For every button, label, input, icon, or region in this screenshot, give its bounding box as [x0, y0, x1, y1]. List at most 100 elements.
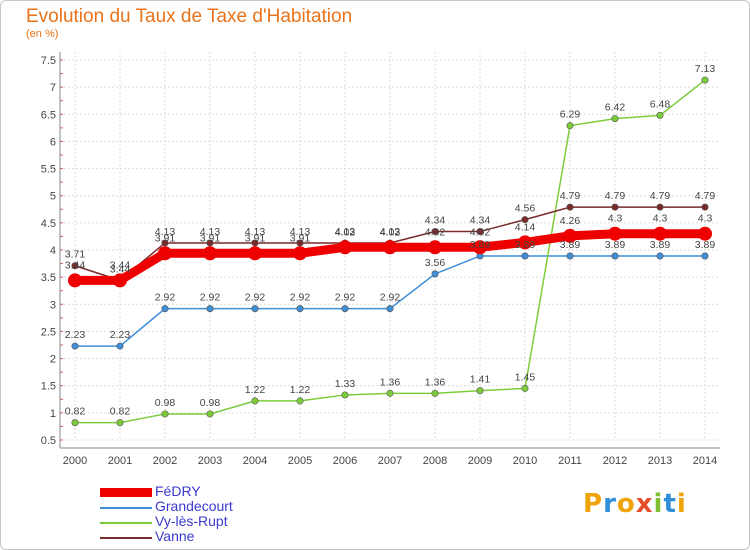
data-label: 1.22	[245, 384, 266, 396]
y-tick-label: 3	[50, 299, 56, 311]
data-label: 4.02	[380, 226, 401, 238]
data-label: 6.42	[605, 102, 626, 114]
data-point	[296, 239, 304, 247]
x-tick-label: 2003	[198, 455, 222, 467]
data-label: 4.34	[425, 215, 446, 227]
data-point	[608, 226, 622, 241]
data-point	[611, 115, 619, 123]
data-point	[161, 239, 169, 247]
y-tick-label: 7	[50, 82, 56, 94]
data-point	[521, 216, 529, 224]
data-label: 3.89	[515, 239, 536, 251]
data-point	[71, 419, 79, 427]
data-label: 1.45	[515, 371, 536, 383]
logo-letter: o	[616, 489, 636, 519]
data-point	[251, 397, 259, 405]
x-tick-label: 2001	[108, 455, 132, 467]
data-label: 6.48	[650, 98, 671, 110]
data-point	[248, 246, 262, 261]
x-tick-label: 2005	[288, 455, 312, 467]
data-label: 4.26	[560, 215, 581, 227]
data-label: 3.44	[110, 259, 131, 271]
data-label: 4.02	[335, 226, 356, 238]
data-label: 3.89	[695, 239, 716, 251]
data-label: 4.13	[335, 226, 356, 238]
data-label: 4.3	[698, 213, 713, 225]
data-label: 2.92	[155, 292, 176, 304]
data-label: 1.41	[470, 374, 491, 386]
data-point	[611, 252, 619, 260]
data-label: 3.71	[65, 249, 86, 261]
data-label: 1.33	[335, 378, 356, 390]
y-tick-label: 1.5	[41, 381, 56, 393]
data-label: 3.89	[650, 239, 671, 251]
legend-label-vy-les-rupt: Vy-lès-Rupt	[155, 513, 228, 529]
data-point	[296, 305, 304, 313]
data-point	[656, 111, 664, 119]
data-point	[656, 252, 664, 260]
data-label: 4.34	[470, 215, 491, 227]
x-tick-label: 2002	[153, 455, 177, 467]
data-label: 4.79	[650, 190, 671, 202]
data-point	[341, 391, 349, 399]
data-point	[113, 273, 127, 288]
y-tick-label: 2	[50, 354, 56, 366]
data-point	[71, 262, 79, 270]
data-point	[521, 252, 529, 260]
chart-title: Evolution du Taux de Taxe d'Habitation	[26, 6, 353, 27]
data-label: 4.02	[425, 226, 446, 238]
data-label: 1.36	[380, 376, 401, 388]
data-label: 3.89	[605, 239, 626, 251]
data-point	[656, 203, 664, 211]
data-point	[161, 410, 169, 418]
data-label: 1.22	[290, 384, 311, 396]
data-point	[701, 203, 709, 211]
data-point	[431, 228, 439, 236]
data-point	[566, 122, 574, 130]
data-point	[251, 239, 259, 247]
legend-label-vanne: Vanne	[155, 528, 195, 544]
data-label: 7.13	[695, 63, 716, 75]
data-label: 0.98	[155, 397, 176, 409]
data-point	[518, 235, 532, 250]
data-label: 4.3	[608, 213, 623, 225]
x-tick-label: 2000	[63, 455, 87, 467]
data-label: 2.23	[110, 329, 131, 341]
x-tick-label: 2013	[648, 455, 672, 467]
data-point	[386, 389, 394, 397]
data-point	[68, 273, 82, 288]
y-tick-label: 4	[50, 245, 56, 257]
data-point	[71, 342, 79, 350]
legend-swatch-vy-les-rupt	[100, 522, 152, 524]
data-label: 4.79	[560, 190, 581, 202]
data-point	[293, 246, 307, 261]
data-point	[206, 305, 214, 313]
logo-letter: t	[663, 489, 677, 519]
y-tick-label: 6	[50, 136, 56, 148]
data-point	[386, 305, 394, 313]
data-point	[701, 76, 709, 84]
data-label: 3.44	[110, 263, 131, 275]
data-label: 0.98	[200, 397, 221, 409]
data-point	[611, 203, 619, 211]
data-label: 3.91	[290, 232, 311, 244]
y-tick-label: 5	[50, 191, 56, 203]
data-label: 4.13	[155, 226, 176, 238]
data-point	[203, 246, 217, 261]
data-label: 4.13	[380, 226, 401, 238]
data-point	[296, 397, 304, 405]
y-tick-label: 3.5	[41, 272, 56, 284]
data-label: 4.56	[515, 203, 536, 215]
data-point	[566, 252, 574, 260]
legend-swatch-grandecourt	[100, 507, 152, 509]
data-label: 3.91	[245, 232, 266, 244]
x-tick-label: 2008	[423, 455, 447, 467]
y-tick-label: 1	[50, 408, 56, 420]
x-tick-label: 2011	[558, 455, 582, 467]
data-point	[698, 226, 712, 241]
legend-swatch-vanne	[100, 537, 152, 539]
data-label: 0.82	[110, 406, 131, 418]
data-point	[338, 240, 352, 255]
data-point	[701, 252, 709, 260]
x-tick-label: 2014	[693, 455, 717, 467]
